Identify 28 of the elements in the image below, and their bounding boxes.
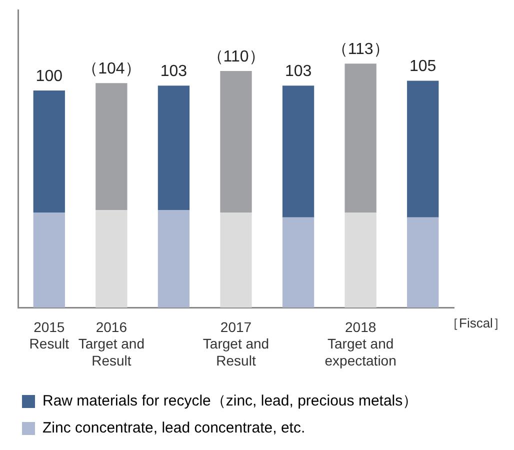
annotation: 100 (36, 68, 63, 85)
x-tick-label: 2017 Target and Result (202, 318, 270, 368)
legend-label: Raw materials for recycle（zinc, lead, precious metals） (42, 392, 418, 410)
bar (33, 90, 65, 212)
bar (220, 212, 252, 308)
bar (220, 70, 252, 212)
annotation: 103 (160, 63, 188, 80)
bar (96, 83, 128, 210)
bar (407, 80, 439, 218)
x-axis-title: ［Fiscal］ (446, 316, 506, 331)
annotation: 105 (410, 58, 436, 76)
bar (96, 210, 128, 308)
legend-label: Zinc concentrate, lead concentrate, etc. (42, 420, 306, 437)
x-tick-label: 2016 Target and Result (78, 318, 145, 368)
bar (344, 212, 376, 308)
bar (282, 217, 314, 308)
annotation: （104） (82, 60, 141, 78)
x-tick-label: 2018 Target and expectation (324, 318, 396, 368)
annotation: 103 (284, 63, 312, 80)
annotation: （110） (207, 48, 265, 66)
bar (158, 86, 190, 210)
bar (407, 217, 439, 308)
x-tick-label: 2015 Result (29, 318, 70, 352)
bar (158, 210, 190, 308)
bar (33, 212, 65, 308)
annotation: （113） (332, 41, 390, 58)
bar (282, 86, 314, 218)
bar (344, 64, 376, 212)
